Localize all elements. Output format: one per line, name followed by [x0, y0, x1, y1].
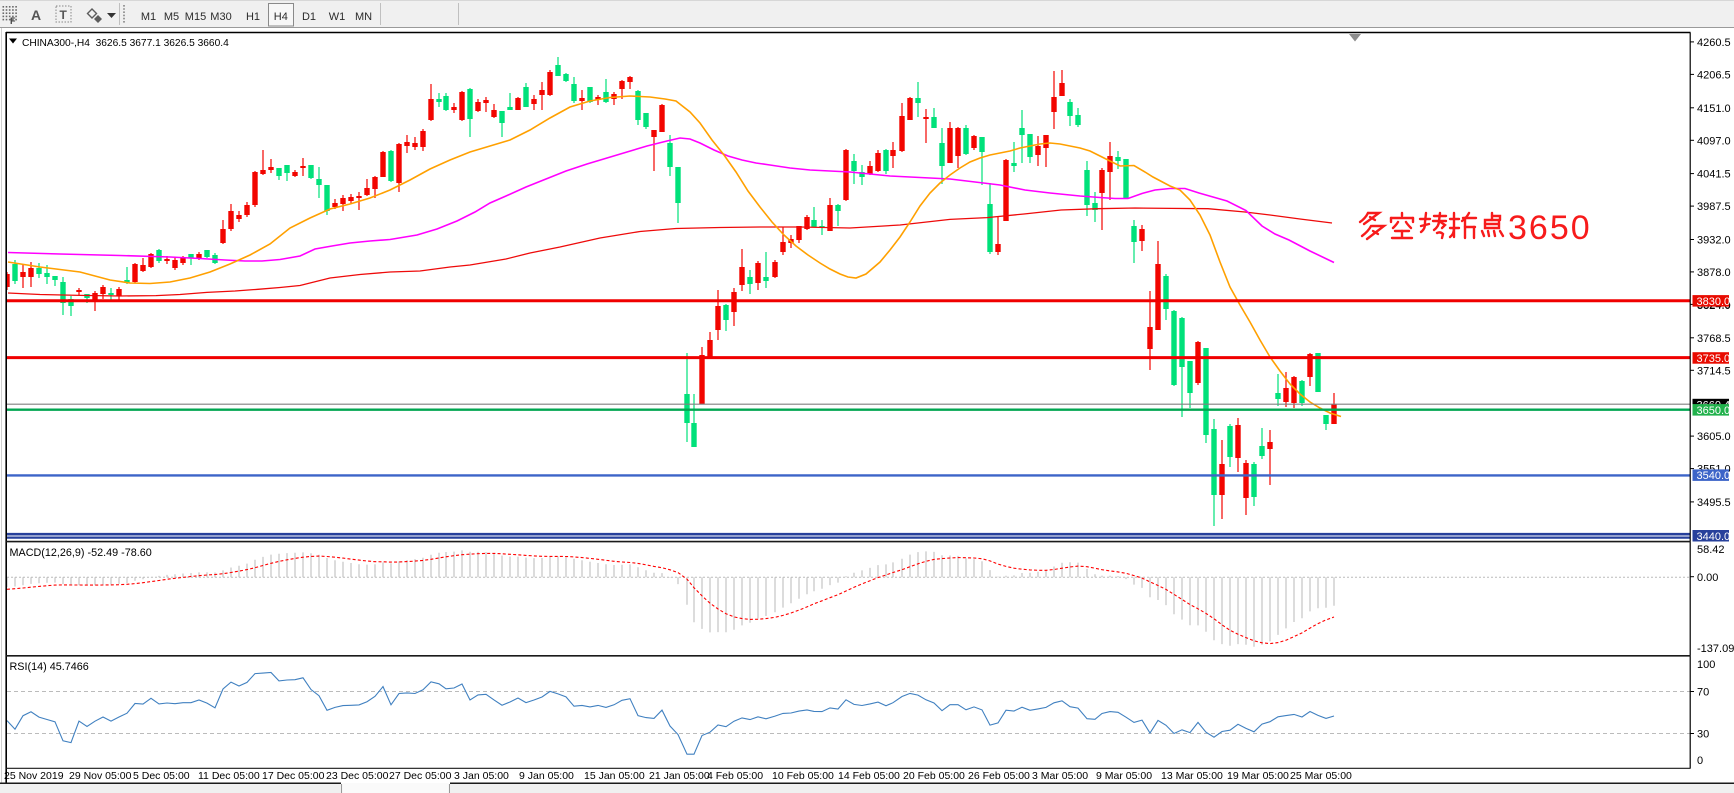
svg-text:9 Jan 05:00: 9 Jan 05:00	[519, 770, 574, 782]
svg-text:3735.0: 3735.0	[1697, 353, 1731, 365]
svg-text:RSI(14) 45.7466: RSI(14) 45.7466	[10, 661, 89, 673]
svg-text:3830.0: 3830.0	[1697, 296, 1731, 308]
svg-text:3650.0: 3650.0	[1697, 405, 1731, 417]
svg-text:70: 70	[1697, 687, 1709, 699]
svg-text:3 Jan 05:00: 3 Jan 05:00	[454, 770, 509, 782]
svg-text:4097.0: 4097.0	[1697, 135, 1731, 147]
svg-text:4260.5: 4260.5	[1697, 37, 1731, 49]
svg-text:W1: W1	[329, 11, 346, 23]
svg-text:20 Feb 05:00: 20 Feb 05:00	[903, 770, 965, 782]
svg-text:100: 100	[1697, 659, 1715, 671]
svg-text:H4: H4	[274, 11, 288, 23]
svg-text:26 Feb 05:00: 26 Feb 05:00	[968, 770, 1030, 782]
svg-text:3714.5: 3714.5	[1697, 365, 1731, 377]
svg-text:F: F	[10, 16, 16, 26]
svg-text:13 Mar 05:00: 13 Mar 05:00	[1161, 770, 1223, 782]
svg-text:3987.5: 3987.5	[1697, 201, 1731, 213]
svg-text:CHINA300-,H4 3626.5 3677.1 36: CHINA300-,H4 3626.5 3677.1 3626.5 3660.4	[22, 38, 229, 49]
svg-text:3495.5: 3495.5	[1697, 497, 1731, 509]
svg-text:11 Dec 05:00: 11 Dec 05:00	[198, 770, 260, 782]
svg-text:21 Jan 05:00: 21 Jan 05:00	[649, 770, 710, 782]
svg-text:T: T	[60, 8, 68, 22]
svg-text:14 Feb 05:00: 14 Feb 05:00	[838, 770, 900, 782]
svg-text:M1: M1	[141, 11, 156, 23]
svg-text:29 Nov 05:00: 29 Nov 05:00	[69, 770, 132, 782]
svg-text:58.42: 58.42	[1697, 544, 1725, 556]
svg-text:-137.09: -137.09	[1697, 643, 1734, 655]
svg-text:3878.0: 3878.0	[1697, 267, 1731, 279]
svg-text:M15: M15	[185, 11, 206, 23]
svg-text:4 Feb 05:00: 4 Feb 05:00	[707, 770, 763, 782]
svg-text:M5: M5	[164, 11, 179, 23]
svg-text:D1: D1	[302, 11, 316, 23]
svg-text:25 Mar 05:00: 25 Mar 05:00	[1290, 770, 1352, 782]
svg-text:3440.0: 3440.0	[1697, 531, 1731, 543]
svg-text:10 Feb 05:00: 10 Feb 05:00	[772, 770, 834, 782]
svg-text:15 Jan 05:00: 15 Jan 05:00	[584, 770, 645, 782]
svg-text:3768.5: 3768.5	[1697, 333, 1731, 345]
svg-text:MN: MN	[355, 11, 372, 23]
svg-text:5 Dec 05:00: 5 Dec 05:00	[133, 770, 190, 782]
svg-text:MACD(12,26,9) -52.49 -78.60: MACD(12,26,9) -52.49 -78.60	[10, 547, 152, 559]
svg-text:0: 0	[1697, 755, 1703, 767]
svg-text:4151.0: 4151.0	[1697, 103, 1731, 115]
svg-text:3 Mar 05:00: 3 Mar 05:00	[1032, 770, 1088, 782]
svg-text:25 Nov 2019: 25 Nov 2019	[4, 770, 64, 782]
svg-text:19 Mar 05:00: 19 Mar 05:00	[1227, 770, 1289, 782]
svg-text:A: A	[31, 7, 41, 23]
svg-text:23 Dec 05:00: 23 Dec 05:00	[326, 770, 389, 782]
svg-text:H1: H1	[246, 11, 260, 23]
svg-text:M30: M30	[210, 11, 231, 23]
svg-text:3605.0: 3605.0	[1697, 431, 1731, 443]
svg-text:3650: 3650	[1508, 209, 1592, 247]
svg-text:0.00: 0.00	[1697, 572, 1718, 584]
svg-text:4206.5: 4206.5	[1697, 69, 1731, 81]
svg-text:9 Mar 05:00: 9 Mar 05:00	[1096, 770, 1152, 782]
svg-text:4041.5: 4041.5	[1697, 169, 1731, 181]
svg-text:3932.0: 3932.0	[1697, 235, 1731, 247]
svg-text:30: 30	[1697, 729, 1709, 741]
svg-text:17 Dec 05:00: 17 Dec 05:00	[262, 770, 325, 782]
svg-text:27 Dec 05:00: 27 Dec 05:00	[389, 770, 452, 782]
svg-text:3540.0: 3540.0	[1697, 470, 1731, 482]
